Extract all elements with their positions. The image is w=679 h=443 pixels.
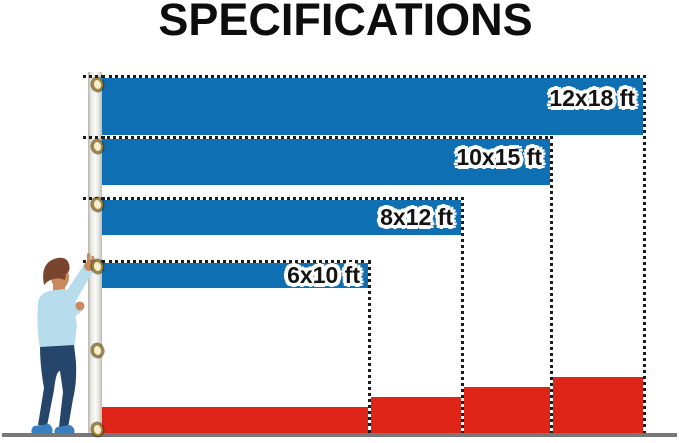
person-torso bbox=[37, 289, 77, 349]
size-label-12x18: 12x18 ft bbox=[549, 85, 635, 111]
person-lower-hand bbox=[75, 301, 85, 311]
person-finger bbox=[87, 253, 91, 265]
flag-6x10-red-stripe bbox=[102, 407, 368, 434]
size-label-6x10: 6x10 ft bbox=[287, 262, 360, 288]
person-shoe bbox=[31, 424, 53, 434]
flag-6x10-blue-stripe: 6x10 ft bbox=[102, 262, 368, 288]
flag-12x18-blue-stripe: 12x18 ft bbox=[102, 78, 643, 135]
person-shoe bbox=[54, 425, 75, 434]
flag-8x12-blue-stripe: 8x12 ft bbox=[102, 200, 461, 235]
flag-10x15-blue-stripe: 10x15 ft bbox=[102, 139, 550, 185]
flag-6x10: 6x10 ft bbox=[102, 260, 371, 434]
ground-line bbox=[2, 433, 677, 437]
page-title: SPECIFICATIONS bbox=[158, 0, 533, 45]
person-raising-flag-illustration bbox=[31, 253, 95, 434]
person-legs bbox=[38, 345, 77, 428]
dotted-hoist-edge-12x18 bbox=[83, 75, 104, 78]
dotted-hoist-edge-10x15 bbox=[83, 136, 104, 139]
size-label-8x12: 8x12 ft bbox=[380, 204, 453, 230]
person-neck bbox=[53, 284, 65, 294]
person-hair bbox=[43, 257, 70, 285]
size-label-10x15: 10x15 ft bbox=[456, 143, 542, 170]
